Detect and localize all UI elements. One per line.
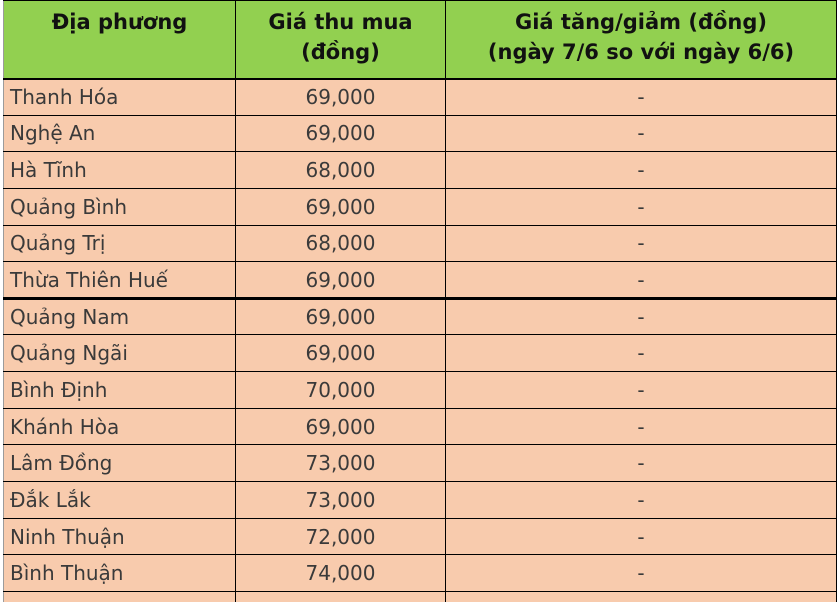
table-row: Bình Định 70,000 - (3, 371, 837, 409)
table-row: Quảng Bình 69,000 - (3, 187, 837, 226)
province-cell: Đắk Lắk (3, 481, 236, 519)
change-cell: - (445, 114, 837, 153)
table-row: Đắk Lắk 73,000 - (3, 481, 837, 519)
price-cell: 72,000 (235, 517, 446, 556)
change-cell: - (445, 297, 837, 336)
table-row-partial (3, 590, 837, 602)
province-cell: Bình Thuận (3, 554, 236, 592)
table-row: Hà Tĩnh 68,000 - (3, 151, 837, 189)
change-cell: - (445, 444, 837, 483)
price-cell: 69,000 (235, 407, 446, 446)
price-cell: 68,000 (235, 224, 446, 263)
price-cell: 73,000 (235, 444, 446, 483)
price-cell: 69,000 (235, 297, 446, 336)
price-cell: 69,000 (235, 334, 446, 373)
change-cell: - (445, 481, 837, 519)
price-cell: 69,000 (235, 261, 446, 300)
header-change-line2: (ngày 7/6 so với ngày 6/6) (487, 40, 795, 64)
province-cell: Quảng Nam (3, 297, 236, 336)
province-cell: Quảng Ngãi (3, 334, 236, 373)
change-cell (445, 590, 837, 602)
table-row: Khánh Hòa 69,000 - (3, 407, 837, 446)
province-cell: Bình Định (3, 371, 236, 409)
province-cell: Quảng Bình (3, 187, 236, 226)
province-cell: Nghệ An (3, 114, 236, 153)
header-change: Giá tăng/giảm (đồng) (ngày 7/6 so với ng… (445, 0, 837, 80)
header-change-line1: Giá tăng/giảm (đồng) (514, 10, 767, 34)
header-province-line1: Địa phương (51, 10, 188, 34)
change-cell: - (445, 78, 837, 116)
price-cell: 73,000 (235, 481, 446, 519)
change-cell: - (445, 407, 837, 446)
change-cell: - (445, 261, 837, 300)
change-cell: - (445, 334, 837, 373)
province-cell: Thanh Hóa (3, 78, 236, 116)
price-table: Địa phương Giá thu mua (đồng) Giá tăng/g… (3, 0, 837, 602)
price-cell: 70,000 (235, 371, 446, 409)
header-row: Địa phương Giá thu mua (đồng) Giá tăng/g… (3, 0, 837, 80)
province-cell (3, 590, 236, 602)
price-cell: 69,000 (235, 78, 446, 116)
price-cell (235, 590, 446, 602)
table-row: Quảng Nam 69,000 - (3, 297, 837, 336)
price-cell: 69,000 (235, 114, 446, 153)
table-row: Nghệ An 69,000 - (3, 114, 837, 153)
change-cell: - (445, 554, 837, 592)
table-row: Quảng Trị 68,000 - (3, 224, 837, 263)
province-cell: Quảng Trị (3, 224, 236, 263)
price-cell: 68,000 (235, 151, 446, 189)
header-price-line2: (đồng) (301, 40, 380, 64)
header-price: Giá thu mua (đồng) (235, 0, 446, 80)
province-cell: Lâm Đồng (3, 444, 236, 483)
province-cell: Khánh Hòa (3, 407, 236, 446)
change-cell: - (445, 517, 837, 556)
header-price-line1: Giá thu mua (268, 10, 413, 34)
change-cell: - (445, 224, 837, 263)
province-cell: Ninh Thuận (3, 517, 236, 556)
header-province: Địa phương (3, 0, 236, 80)
table-row: Lâm Đồng 73,000 - (3, 444, 837, 483)
table-row: Quảng Ngãi 69,000 - (3, 334, 837, 373)
table-row: Bình Thuận 74,000 - (3, 554, 837, 592)
province-cell: Hà Tĩnh (3, 151, 236, 189)
table-row: Thừa Thiên Huế 69,000 - (3, 261, 837, 300)
change-cell: - (445, 371, 837, 409)
change-cell: - (445, 151, 837, 189)
province-cell: Thừa Thiên Huế (3, 261, 236, 300)
table-row: Thanh Hóa 69,000 - (3, 78, 837, 116)
change-cell: - (445, 187, 837, 226)
price-cell: 74,000 (235, 554, 446, 592)
price-cell: 69,000 (235, 187, 446, 226)
table-row: Ninh Thuận 72,000 - (3, 517, 837, 556)
